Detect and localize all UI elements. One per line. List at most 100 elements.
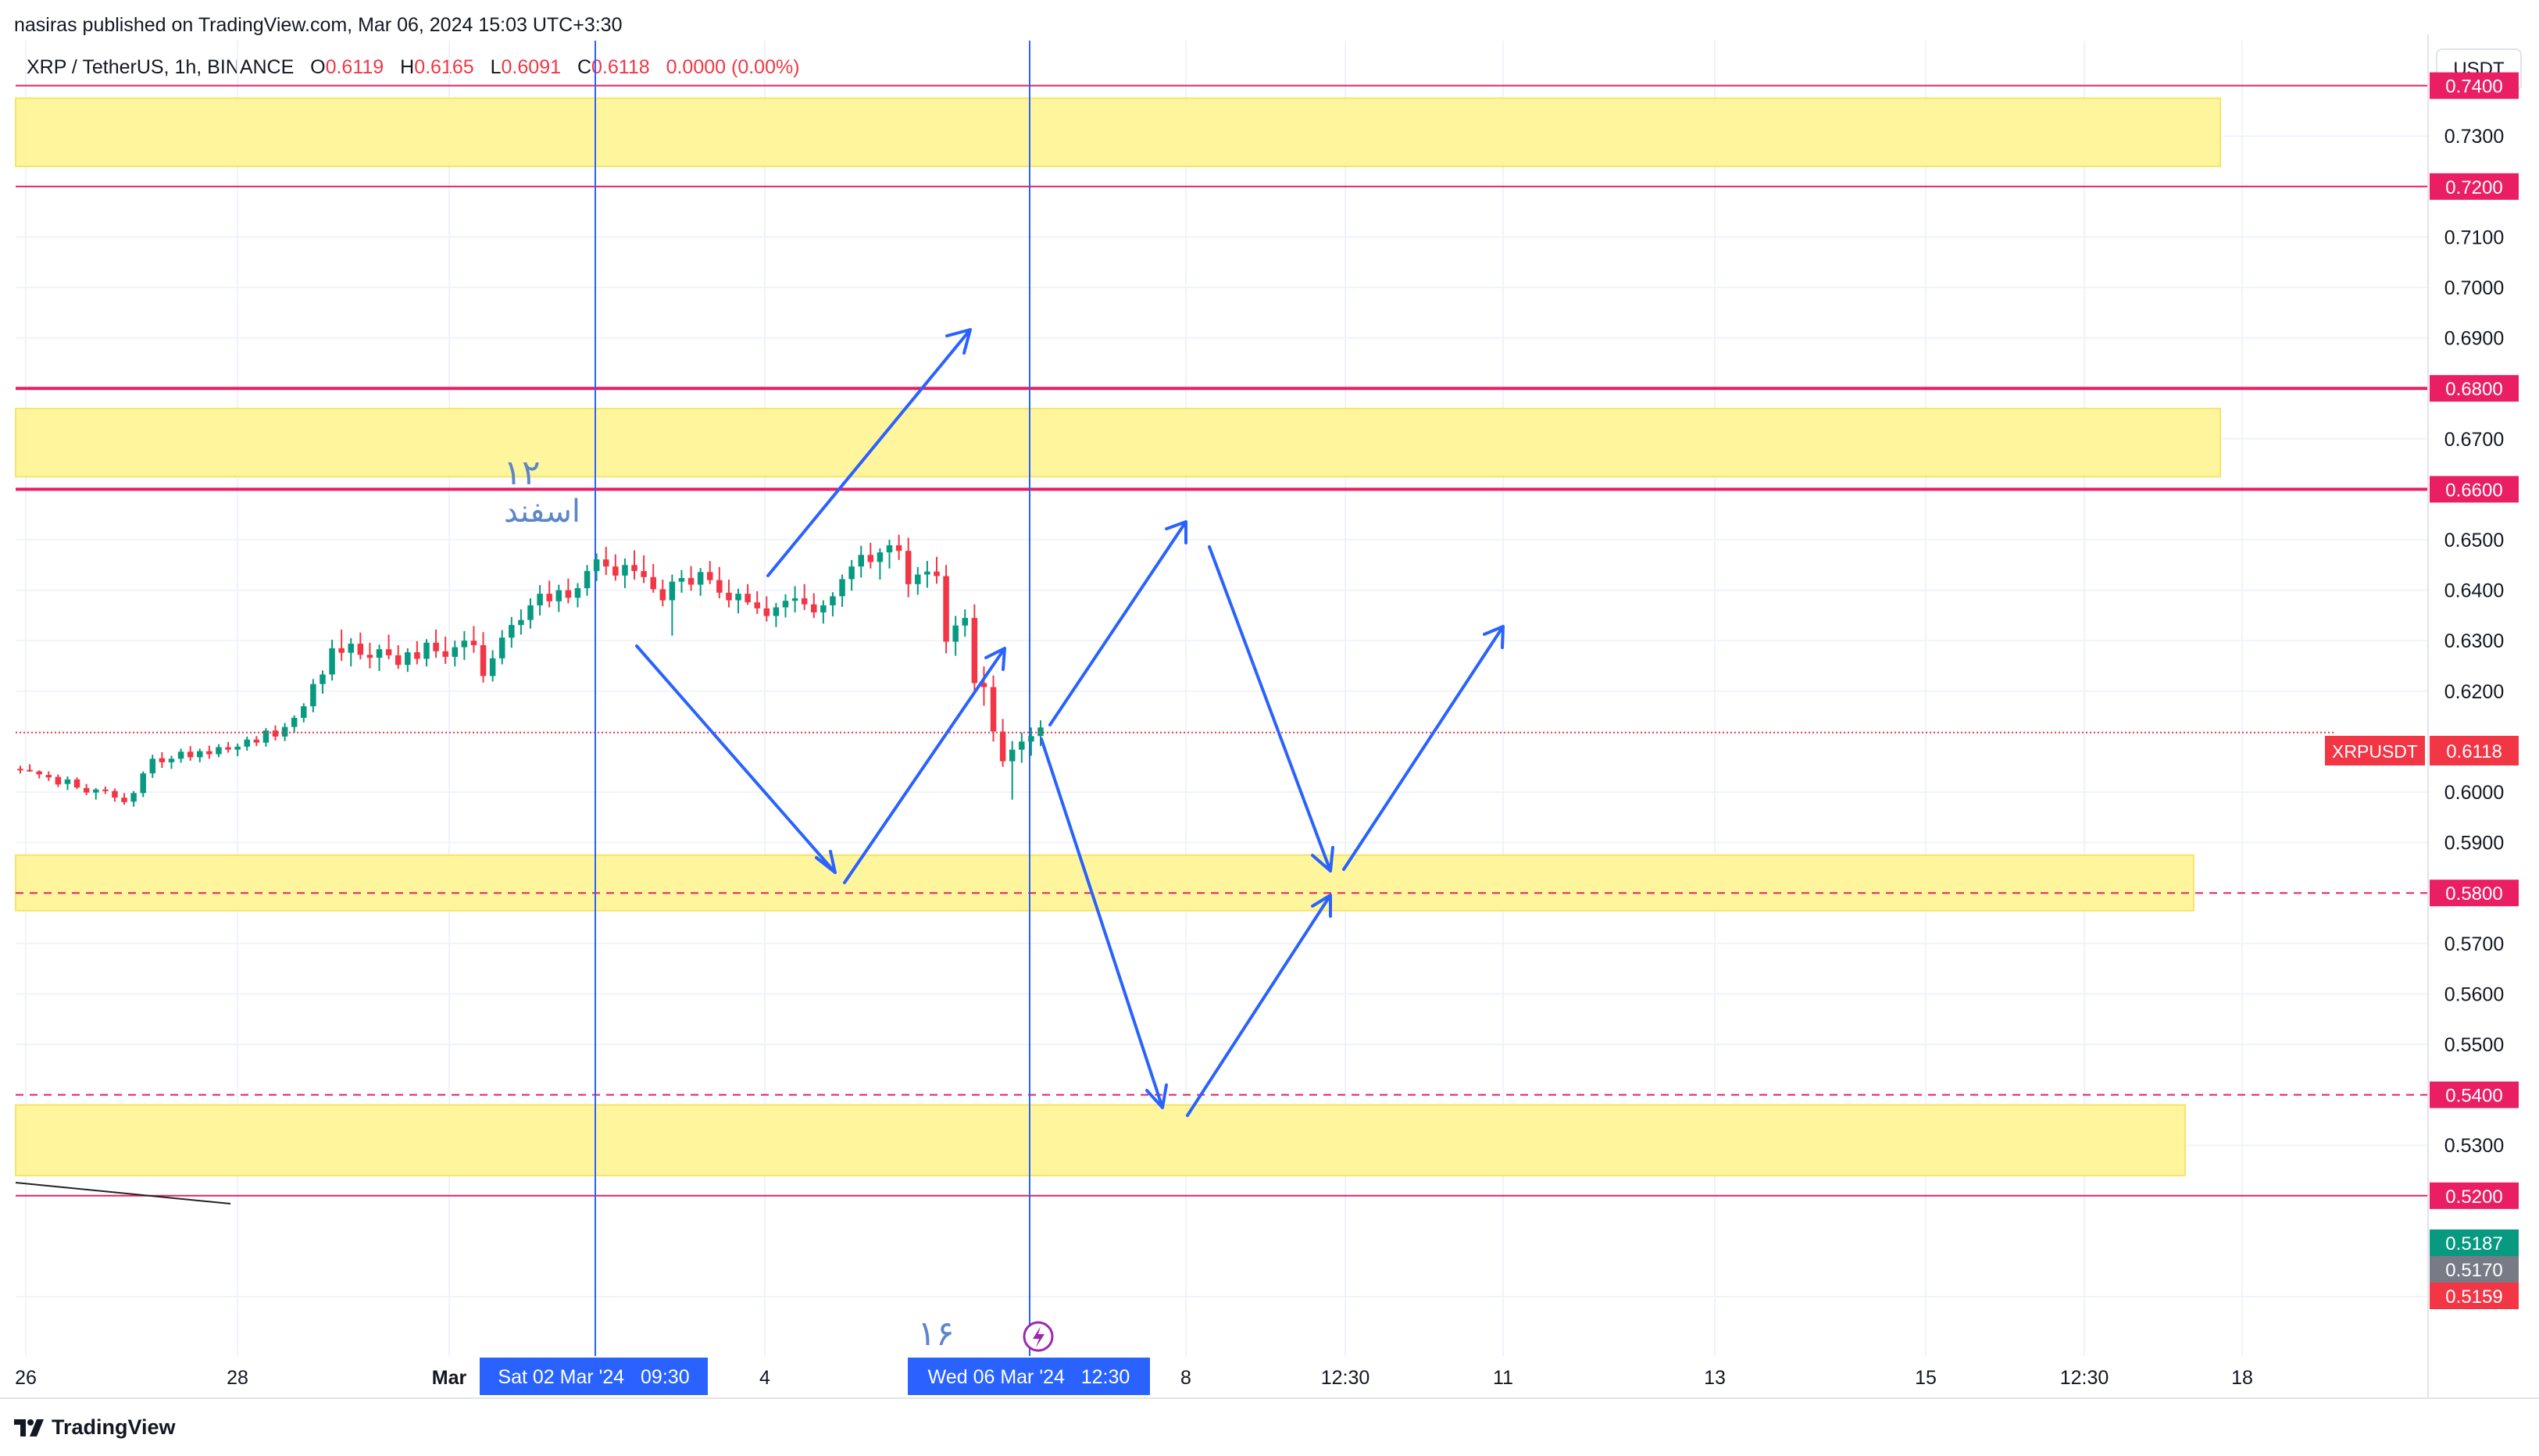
candle-body [244,739,250,747]
candle-body [1009,749,1016,762]
candle-body [820,605,827,613]
candle-body [518,619,524,626]
candle-body [73,779,80,788]
candle-body [348,644,354,653]
last-price-value: 0.6118 [2446,741,2502,762]
close-label: C [577,56,592,78]
candle-body [801,598,808,605]
level-label-bg [2430,375,2519,402]
candle-body [999,731,1006,762]
candle-body [36,771,42,775]
candle-body [301,706,307,719]
candle-body [877,552,884,562]
event-icon[interactable] [1023,1321,1054,1352]
candle-body [498,637,505,658]
candle-body [92,789,99,793]
stacked-label: 0.5187 [2445,1233,2502,1254]
candle-body [791,598,798,601]
candle-body [281,726,288,737]
candle-body [376,649,383,658]
candle-body [669,581,676,601]
candlestick-series [17,534,1044,807]
candle-body [405,652,411,666]
last-price-label: XRPUSDT 0.6118 [2325,736,2519,765]
candle-body [310,683,316,707]
candle-body [442,651,448,657]
candle-body [565,590,572,598]
annotation-16: ۱۶ [917,1315,954,1353]
y-tick-label: 0.6500 [2444,530,2504,551]
y-tick-label: 0.6300 [2444,630,2504,652]
candle-body [159,758,166,762]
candle-body [830,596,836,605]
symbol-legend: XRP / TetherUS, 1h, BINANCE O0.6119 H0.6… [27,56,800,79]
candle-body [112,790,118,798]
open-value: 0.6119 [325,56,384,78]
persian-annotations: ۱۲ اسفند ۱۶ [503,454,954,1353]
publisher-line: nasiras published on TradingView.com, Ma… [14,14,623,36]
candle-body [433,642,439,651]
candle-body [735,594,741,601]
high-label: H [400,56,415,78]
candle-body [206,751,212,755]
candle-body [631,565,637,572]
low-value: 0.6091 [501,56,561,78]
candle-body [55,776,62,785]
candle-body [423,642,430,659]
candle-body [395,655,402,666]
candle-body [848,566,855,580]
candle-body [612,566,619,576]
y-tick-label: 0.5500 [2444,1034,2504,1056]
candle-body [574,588,581,598]
candle-body [1037,727,1044,737]
candle-body [461,641,468,648]
candle-body [234,746,241,750]
tradingview-logo-icon [14,1419,44,1436]
zone-box [15,97,2221,167]
price-axis[interactable]: 0.7300 0.7100 0.7000 0.6900 0.6700 0.6500 0.64… [2444,126,2504,1308]
candle-body [537,594,543,605]
candle-body [905,551,912,584]
candle-body [121,798,127,802]
candle-body [130,793,137,802]
tradingview-logo[interactable]: TradingView [14,1415,176,1440]
trend-line [15,1182,231,1204]
candle-body [622,565,628,576]
y-tick-label: 0.5900 [2444,833,2504,855]
candle-body [839,579,845,597]
candle-body [262,730,270,743]
y-tick-label: 0.7100 [2444,227,2504,248]
candle-body [17,769,23,771]
y-tick-label: 0.7000 [2444,277,2504,299]
x-tick-label: 18 [2231,1367,2253,1389]
level-label: 0.5800 [2445,883,2502,905]
candle-body [329,648,335,675]
candle-body [650,576,656,590]
level-label-bg [2430,1182,2519,1209]
candle-body [338,648,345,653]
candle-body [990,687,997,732]
candle-body [867,555,874,562]
candle-body [952,625,959,642]
candle-body [480,645,487,676]
candle-body [716,580,723,593]
last-price-symbol: XRPUSDT [2332,741,2418,762]
candle-body [527,605,534,620]
close-value: 0.6118 [591,56,650,78]
time-axis[interactable]: 26 28 Mar 4 8 12:30 11 13 15 12:30 18 [15,1367,2253,1389]
level-price-labels: 0.7400 0.7200 0.6800 0.6600 0.5800 0.5400 0.52… [2430,72,2519,1309]
crosshair-lines [595,41,1030,1356]
candle-body [555,590,562,601]
stacked-label: 0.5159 [2445,1286,2502,1308]
stacked-label-bg [2430,1283,2519,1309]
horizontal-levels [16,84,2428,1197]
candle-body [584,571,591,589]
level-label: 0.6800 [2445,379,2502,400]
symbol-name[interactable]: XRP / TetherUS, 1h, BINANCE [27,56,295,78]
candle-body [177,751,184,759]
candle-body [943,576,949,642]
x-tick-label: 28 [227,1367,248,1389]
annotation-12: ۱۲ [503,454,540,492]
candle-body [659,589,666,601]
